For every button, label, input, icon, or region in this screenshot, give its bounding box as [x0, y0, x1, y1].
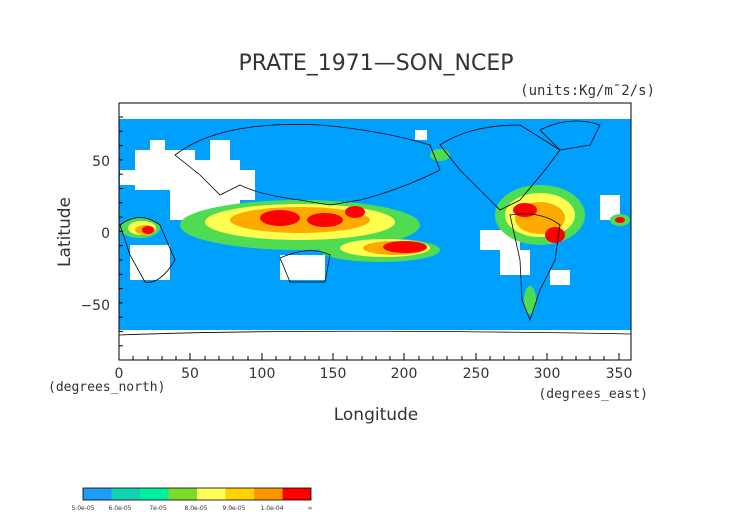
colorbar-swatch — [168, 488, 197, 500]
y-tick-labels: 50 0 −50 — [80, 154, 110, 314]
cb-label-2: 7e-05 — [149, 505, 166, 512]
precip-heavy — [142, 203, 625, 253]
coastlines — [118, 120, 632, 336]
antarctica-coast — [118, 330, 632, 336]
y-axis-label: Latitude — [55, 197, 75, 267]
cb-label-3: 8.0e-05 — [184, 505, 207, 512]
colorbar-swatch — [282, 488, 311, 500]
africa-coast — [119, 217, 176, 283]
missing-data-patches — [119, 103, 631, 360]
colorbar-swatch — [225, 488, 254, 500]
x-axis-label: Longitude — [334, 405, 419, 425]
x-unit-label-north: (degrees_north) — [48, 380, 165, 395]
x-tick-300: 300 — [534, 366, 561, 382]
map-panel — [118, 102, 632, 361]
x-tick-350: 350 — [606, 366, 633, 382]
cb-label-4: 9.0e-05 — [222, 505, 245, 512]
x-tick-200: 200 — [391, 366, 418, 382]
colorbar-swatch — [254, 488, 283, 500]
x-tick-250: 250 — [463, 366, 490, 382]
colorbar-swatch — [111, 488, 140, 500]
south-america-coast — [509, 213, 561, 322]
x-tick-100: 100 — [249, 366, 276, 382]
x-tick-labels: 0 50 100 150 200 250 300 350 — [115, 366, 633, 382]
cb-label-1: 6.0e-05 — [108, 505, 131, 512]
x-tick-150: 150 — [320, 366, 347, 382]
colorbar-labels: 5.0e-05 6.0e-05 7e-05 8.0e-05 9.0e-05 1.… — [71, 505, 312, 512]
colorbar-frame — [82, 487, 312, 501]
y-tick-0: 0 — [101, 226, 110, 242]
australia-coast — [279, 250, 331, 283]
units-label: (units:Kg/m¯2/s) — [520, 83, 655, 99]
x-tick-0: 0 — [115, 366, 124, 382]
cb-label-5: 1.0e-04 — [260, 505, 283, 512]
greenland-coast — [539, 120, 601, 151]
x-tick-50: 50 — [181, 366, 199, 382]
chart-title: PRATE_1971—SON_NCEP — [238, 51, 513, 76]
colorbar-swatch — [140, 488, 169, 500]
colorbar — [82, 487, 312, 501]
colorbar-swatch — [197, 488, 226, 500]
north-america-coast — [439, 124, 561, 211]
cb-label-0: 5.0e-05 — [71, 505, 94, 512]
cb-label-6: ∞ — [308, 505, 313, 512]
x-unit-label-east: (degrees_east) — [538, 387, 648, 402]
y-tick-50: 50 — [92, 154, 110, 170]
y-tick-neg50: −50 — [80, 298, 110, 314]
axis-ticks — [118, 116, 620, 360]
eurasia-coast — [174, 124, 441, 206]
colorbar-swatch — [83, 488, 112, 500]
